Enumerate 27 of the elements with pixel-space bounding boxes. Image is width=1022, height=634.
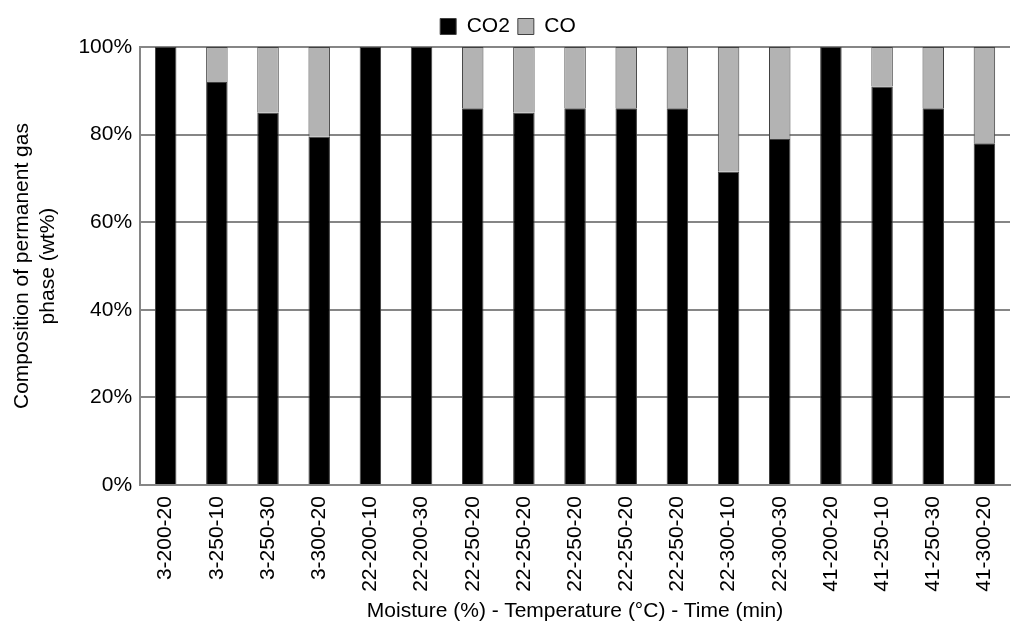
x-tick-label: 3-250-30 xyxy=(254,496,278,581)
y-tick-label: 40% xyxy=(90,296,133,320)
x-tick-label: 22-300-10 xyxy=(715,496,739,592)
y-axis-title: Composition of permanent gas phase (wt%) xyxy=(9,123,58,410)
x-tick-label: 41-200-20 xyxy=(817,496,841,592)
x-tick-label: 22-250-20 xyxy=(664,496,688,592)
x-axis-title: Moisture (%) - Temperature (°C) - Time (min) xyxy=(366,598,784,622)
x-tick-label: 22-200-30 xyxy=(408,496,432,592)
x-tick-label: 22-250-20 xyxy=(561,496,585,592)
x-tick-label: 22-250-20 xyxy=(510,496,534,592)
x-tick-label: 22-300-30 xyxy=(766,496,790,592)
y-tick-label: 60% xyxy=(90,209,133,233)
y-tick-label: 80% xyxy=(90,121,133,145)
x-tick-label: 3-300-20 xyxy=(306,496,329,581)
x-tick-label: 3-200-20 xyxy=(152,496,176,581)
y-tick-label: 20% xyxy=(90,384,133,408)
x-tick-label: 41-250-30 xyxy=(920,496,944,592)
x-tick-label: 41-300-20 xyxy=(971,496,995,592)
x-tick-label: 22-200-10 xyxy=(357,496,381,592)
y-tick-label: 100% xyxy=(78,33,133,57)
x-tick-label: 41-250-10 xyxy=(868,496,892,592)
x-tick-label: 3-250-10 xyxy=(203,496,227,581)
x-tick-label: 22-250-20 xyxy=(459,496,483,592)
legend-label: CO2 xyxy=(466,13,510,37)
legend-label: CO xyxy=(544,13,576,37)
x-tick-label: 22-250-20 xyxy=(613,496,637,592)
y-tick-label: 0% xyxy=(101,471,133,495)
